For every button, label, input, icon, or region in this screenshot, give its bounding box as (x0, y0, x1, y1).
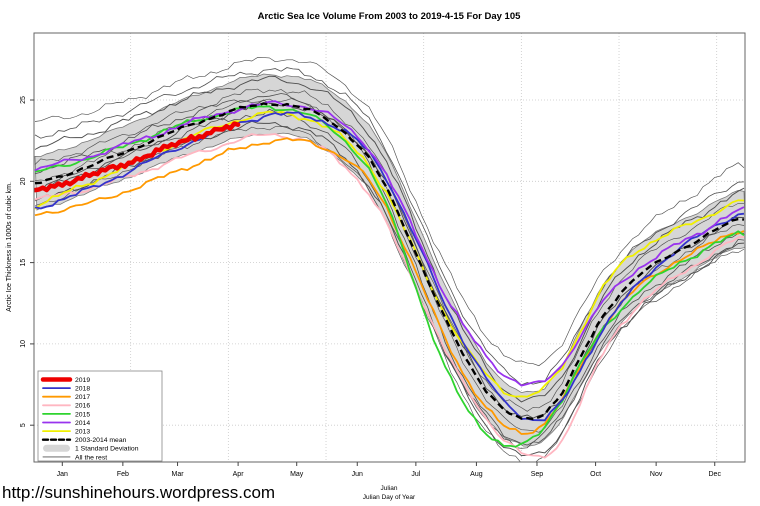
y-tick-label: 10 (20, 340, 27, 348)
rest-year-line (34, 93, 745, 446)
y-tick-label: 5 (20, 423, 27, 427)
legend-item-1-standard-deviation: 1 Standard Deviation (43, 444, 139, 453)
legend-label: 2003-2014 mean (75, 437, 127, 444)
x-tick-label-mar: Mar (172, 471, 185, 478)
mean-line-2003-2014 (34, 102, 745, 421)
legend-item-2014: 2014 (42, 420, 90, 427)
legend-label: 2015 (75, 411, 90, 418)
legend-label: 2017 (75, 394, 90, 401)
x-tick-label-sep: Sep (531, 471, 544, 478)
legend-item-2018: 2018 (42, 386, 90, 393)
rest-year-line (34, 57, 745, 367)
series-line-2019 (34, 121, 241, 193)
x-tick-label-jul: Jul (411, 471, 420, 478)
chart-title: Arctic Sea Ice Volume From 2003 to 2019-… (258, 11, 521, 22)
axes: Jan Feb Mar Apr May Jun Jul Aug Sep Oct Nov Dec 5 10 1… (20, 32, 746, 478)
legend-swatch-band (43, 444, 70, 452)
x-tick-label-oct: Oct (590, 471, 601, 478)
legend-label: 2018 (75, 386, 90, 393)
x-axis-label-julian-day-of-year: Julian Day of Year (363, 494, 416, 501)
legend-label: 2019 (75, 377, 90, 384)
legend-label: 2016 (75, 403, 90, 410)
y-tick-label: 15 (20, 259, 27, 267)
plot-border (33, 32, 746, 463)
x-tick-label-may: May (290, 471, 304, 478)
url-watermark[interactable]: http://sunshinehours.wordpress.com (2, 483, 275, 502)
x-tick-label-jan: Jan (57, 471, 68, 478)
x-axis-label-julian: Julian (381, 485, 398, 492)
plot-area (34, 57, 745, 462)
series-line-2014 (34, 100, 745, 387)
x-tick-label-apr: Apr (233, 471, 245, 478)
rest-year-line (34, 75, 745, 403)
series-line-2015 (34, 105, 745, 448)
legend-item-2003-2014-mean: 2003-2014 mean (41, 437, 127, 444)
x-tick-label-aug: Aug (470, 471, 483, 478)
legend-item-2015: 2015 (42, 411, 90, 418)
legend-item-2019: 2019 (40, 377, 90, 384)
x-tick-label-feb: Feb (117, 471, 129, 478)
legend-item-2013: 2013 (42, 429, 90, 436)
legend-item-all-the-rest: All the rest (42, 454, 107, 461)
series-line-2018 (34, 111, 745, 422)
legend-label: 2013 (75, 429, 90, 436)
y-axis-label: Arctic Ice Thickness in 1000s of cubic k… (6, 182, 13, 312)
x-tick-label-nov: Nov (650, 471, 663, 478)
series-line-2016 (34, 133, 745, 459)
y-tick-label: 25 (20, 96, 27, 104)
legend-label: 1 Standard Deviation (75, 446, 139, 453)
legend-label: All the rest (75, 454, 107, 461)
legend-item-2017: 2017 (42, 394, 90, 401)
legend-item-2016: 2016 (42, 403, 90, 410)
y-tick-label: 20 (20, 177, 27, 185)
legend-label: 2014 (75, 420, 90, 427)
x-tick-label-jun: Jun (352, 471, 363, 478)
x-tick-label-dec: Dec (709, 471, 722, 478)
